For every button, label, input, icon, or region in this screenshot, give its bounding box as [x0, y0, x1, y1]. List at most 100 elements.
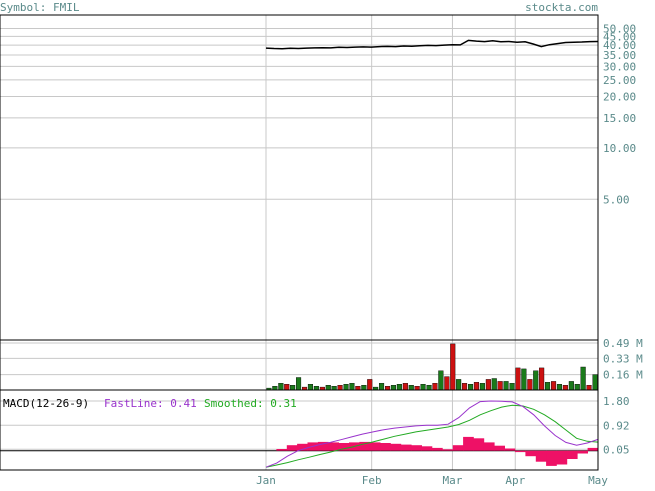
- volume-bar: [551, 381, 557, 391]
- macd-legend-label: MACD(12-26-9): [3, 397, 89, 410]
- volume-bar: [325, 385, 331, 391]
- volume-panel: [266, 343, 598, 391]
- volume-bar: [574, 384, 580, 391]
- macd-histogram-bar: [411, 445, 422, 451]
- volume-bar: [556, 384, 562, 391]
- volume-bar: [307, 384, 314, 391]
- volume-bar: [485, 379, 491, 391]
- site-label: stockta.com: [525, 1, 598, 14]
- volume-bar: [420, 384, 426, 391]
- volume-bar: [278, 383, 284, 391]
- macd-histogram-bar: [546, 450, 557, 466]
- volume-bar: [272, 386, 278, 391]
- macd-histogram-bar: [577, 450, 588, 454]
- macd-panel: [0, 400, 599, 468]
- volume-bar: [367, 379, 373, 391]
- volume-bar: [337, 385, 343, 391]
- x-axis-month-labels: Jan Feb Mar Apr May: [256, 474, 608, 487]
- volume-bar: [539, 367, 545, 391]
- volume-bar: [497, 381, 503, 391]
- price-tick-label: 45.00: [603, 30, 636, 43]
- volume-bar: [515, 367, 521, 391]
- volume-bar: [284, 384, 290, 391]
- volume-bar: [379, 383, 385, 391]
- volume-bar: [331, 386, 337, 391]
- month-label-apr: Apr: [505, 474, 525, 486]
- volume-bar: [479, 383, 485, 391]
- macd-histogram-bar: [390, 443, 402, 451]
- volume-bar: [462, 383, 468, 391]
- price-tick-label: 15.00: [603, 112, 636, 125]
- volume-bar: [586, 385, 592, 391]
- volume-bar: [438, 370, 444, 391]
- volume-bar: [355, 386, 361, 391]
- macd-histogram-bar: [400, 444, 412, 451]
- month-label-may: May: [588, 474, 608, 486]
- price-tick-label: 30.00: [603, 60, 636, 73]
- volume-bar: [592, 374, 598, 391]
- macd-histogram-bar: [432, 447, 443, 451]
- macd-histogram-bar: [297, 443, 308, 451]
- macd-histogram-bar: [504, 448, 516, 451]
- volume-bar: [361, 385, 367, 391]
- macd-histogram-bar: [525, 450, 537, 457]
- volume-bar: [343, 384, 349, 391]
- volume-tick-label: 0.49 M: [603, 337, 643, 350]
- macd-tick-label: 0.92: [603, 419, 630, 432]
- volume-bar: [503, 381, 509, 391]
- volume-bar: [296, 377, 302, 391]
- price-panel: [265, 39, 599, 50]
- macd-axis-ticks: 1.80 0.92 0.05: [603, 395, 630, 456]
- macd-smoothed-line: [265, 404, 599, 468]
- volume-bar: [402, 383, 408, 391]
- macd-histogram-bar: [535, 450, 547, 462]
- volume-bar: [450, 343, 456, 391]
- macd-histogram-bar: [328, 442, 339, 451]
- volume-tick-label: 0.16 M: [603, 369, 643, 382]
- volume-bar: [313, 386, 319, 391]
- volume-bar: [509, 383, 515, 391]
- macd-histogram-bar: [380, 443, 391, 451]
- volume-bar: [349, 383, 355, 391]
- macd-histogram-bar: [494, 445, 505, 451]
- price-tick-label: 35.00: [603, 49, 636, 62]
- month-label-feb: Feb: [362, 474, 382, 486]
- price-tick-label: 25.00: [603, 74, 636, 87]
- volume-bar: [385, 386, 391, 391]
- volume-bar: [468, 384, 474, 391]
- volume-bar: [545, 382, 551, 391]
- macd-histogram-bar: [483, 442, 495, 451]
- volume-bar: [432, 383, 438, 391]
- volume-bar: [562, 385, 568, 391]
- symbol-label: Symbol: FMIL: [0, 1, 80, 14]
- volume-tick-label: 0.33 M: [603, 352, 643, 365]
- macd-fast-line: [265, 400, 599, 468]
- volume-bar: [527, 379, 533, 391]
- macd-histogram-bar: [317, 441, 329, 451]
- macd-histogram-bar: [369, 442, 381, 451]
- macd-histogram-bar: [338, 443, 350, 451]
- volume-bar: [533, 370, 539, 391]
- volume-bar: [580, 366, 586, 391]
- price-tick-label: 10.00: [603, 142, 636, 155]
- volume-bar: [491, 378, 497, 391]
- volume-bar: [414, 386, 420, 391]
- volume-bar: [426, 385, 432, 391]
- macd-legend-fastline: FastLine: 0.41: [104, 397, 197, 410]
- price-tick-label: 5.00: [603, 193, 630, 206]
- macd-panel-frame: [0, 389, 599, 471]
- macd-histogram-bar: [286, 445, 298, 451]
- macd-histogram-bar: [473, 438, 485, 451]
- macd-tick-label: 0.05: [603, 443, 630, 456]
- grid-lines: [0, 15, 599, 470]
- volume-bar: [290, 385, 296, 391]
- price-tick-label: 40.00: [603, 39, 636, 52]
- macd-histogram-bar: [566, 450, 578, 459]
- macd-histogram-bar: [515, 450, 526, 453]
- macd-legend-smoothed: Smoothed: 0.31: [204, 397, 297, 410]
- macd-histogram-bar: [452, 445, 464, 451]
- volume-bar: [408, 385, 414, 391]
- volume-bar: [521, 368, 527, 391]
